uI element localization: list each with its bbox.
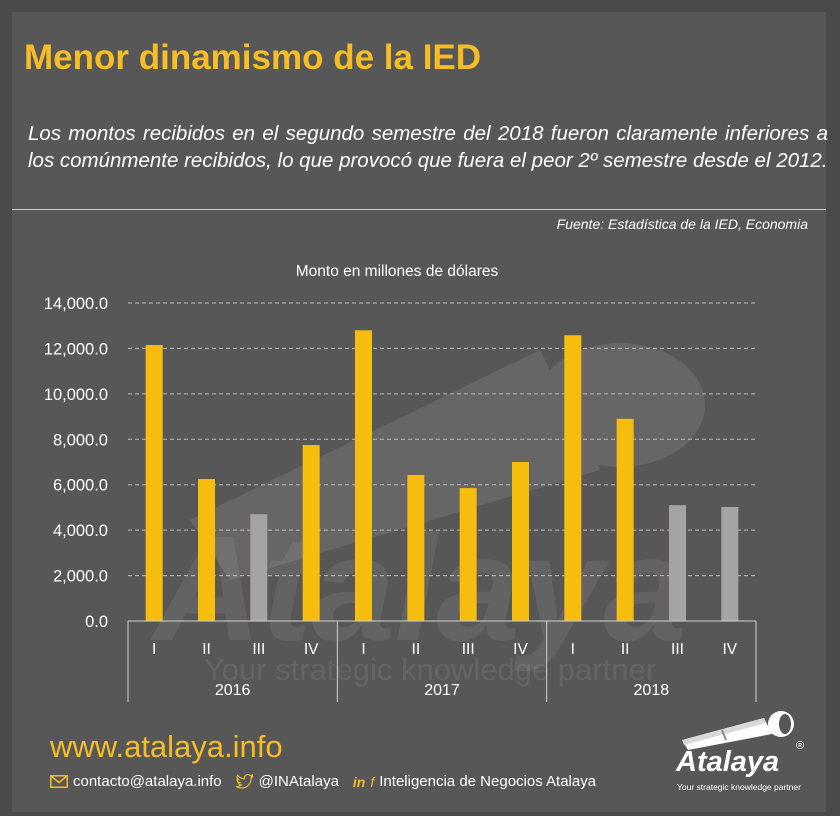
bar-2016-II: [198, 479, 215, 621]
bar-2018-II: [616, 418, 634, 621]
atalaya-logo: Atalaya ® Your strategic knowledge partn…: [668, 704, 818, 799]
x-tick-label: III: [462, 641, 475, 658]
x-tick-label: II: [412, 641, 421, 658]
y-tick-label: 0.0: [85, 613, 108, 631]
logo-registered-mark: ®: [796, 740, 805, 752]
bar-2016-I: [145, 345, 163, 621]
telescope-icon: [682, 711, 794, 750]
bar-2016-IV: [302, 444, 320, 621]
x-tick-label: IV: [723, 641, 738, 658]
email-link[interactable]: contacto@atalaya.info: [73, 773, 222, 790]
linkedin-icon[interactable]: in: [352, 773, 366, 790]
header-divider: [12, 209, 826, 210]
page-subtitle: Los montos recibidos en el segundo semes…: [28, 122, 828, 172]
x-tick-label: II: [621, 641, 630, 658]
page-title: Menor dinamismo de la IED: [24, 38, 482, 77]
y-tick-label: 10,000.0: [44, 386, 108, 404]
source-note: Fuente: Estadística de la IED, Economia: [556, 216, 808, 232]
facebook-icon[interactable]: f: [370, 773, 375, 790]
y-tick-label: 8,000.0: [53, 431, 108, 449]
x-group-label: 2018: [634, 682, 670, 699]
website-link[interactable]: www.atalaya.info: [50, 729, 283, 764]
bar-2017-I: [355, 330, 372, 621]
twitter-bird-icon: [235, 774, 254, 789]
x-tick-label: III: [671, 641, 684, 658]
x-group-label: 2017: [424, 682, 460, 699]
x-tick-label: III: [252, 641, 265, 658]
logo-tagline: Your strategic knowledge partner: [677, 782, 801, 792]
bars: [145, 330, 739, 621]
bar-2016-III: [250, 514, 268, 621]
bar-2017-IV: [512, 462, 529, 621]
watermark-tagline: Your strategic knowledge partner: [204, 652, 656, 687]
x-tick-label: II: [202, 641, 211, 658]
bar-2018-I: [564, 335, 582, 621]
bar-2018-III: [669, 505, 686, 621]
chart-title: Monto en millones de dólares: [296, 263, 499, 280]
envelope-icon: [50, 775, 68, 788]
twitter-link[interactable]: @INAtalaya: [258, 773, 339, 790]
y-tick-label: 2,000.0: [53, 568, 108, 586]
x-tick-label: IV: [513, 641, 528, 658]
x-tick-label: IV: [304, 641, 319, 658]
y-tick-label: 4,000.0: [53, 522, 108, 540]
bar-2018-IV: [721, 506, 739, 621]
x-group-label: 2016: [215, 682, 251, 699]
logo-name: Atalaya: [676, 746, 780, 778]
x-tick-label: I: [152, 641, 156, 658]
y-tick-label: 6,000.0: [53, 477, 108, 495]
gridlines: [128, 302, 756, 577]
y-axis-ticks: 0.0 2,000.0 4,000.0 6,000.0 8,000.0 10,000.0 1…: [44, 295, 108, 631]
y-tick-label: 14,000.0: [44, 295, 108, 313]
company-link[interactable]: Inteligencia de Negocios Atalaya: [379, 773, 597, 790]
x-tick-label: I: [571, 641, 575, 658]
y-tick-label: 12,000.0: [44, 340, 108, 358]
bar-2017-II: [407, 474, 425, 621]
bar-2017-III: [459, 488, 477, 621]
x-tick-label: I: [361, 641, 365, 658]
contact-bar: contacto@atalaya.info @INAtalaya in f In…: [50, 773, 596, 790]
